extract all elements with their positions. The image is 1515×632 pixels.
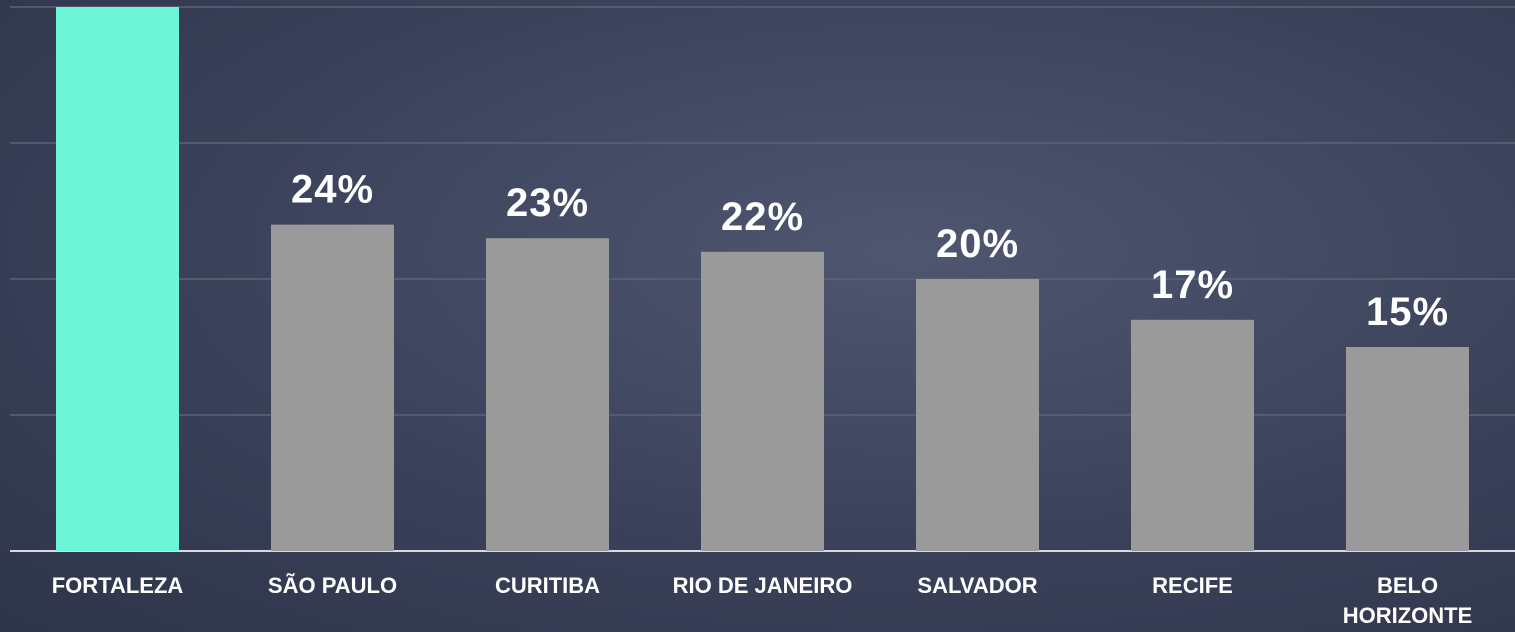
chart: 24% 23% 22% 20% 17% 15% bbox=[0, 0, 1515, 632]
value-label: 20% bbox=[936, 222, 1019, 266]
x-tick-label: BELO HORIZONTE bbox=[1318, 571, 1498, 631]
x-tick-label: FORTALEZA bbox=[28, 571, 208, 601]
bar bbox=[271, 225, 394, 551]
bar bbox=[1346, 347, 1469, 551]
page: 24%23%22%20%17%15% (() => { const data =… bbox=[0, 0, 1515, 632]
value-label: 24% bbox=[291, 168, 374, 212]
value-label: 17% bbox=[1151, 263, 1234, 307]
bar bbox=[701, 252, 824, 551]
bar bbox=[916, 279, 1039, 551]
bar bbox=[56, 7, 179, 551]
x-tick-label: SÃO PAULO bbox=[243, 571, 423, 601]
bar bbox=[1131, 320, 1254, 551]
value-label: 15% bbox=[1366, 290, 1449, 334]
x-tick-label: RIO DE JANEIRO bbox=[673, 571, 853, 601]
x-tick-label: SALVADOR bbox=[888, 571, 1068, 601]
bar bbox=[486, 238, 609, 551]
value-label: 22% bbox=[721, 195, 804, 239]
value-label: 23% bbox=[506, 181, 589, 225]
x-tick-label: RECIFE bbox=[1103, 571, 1283, 601]
x-tick-label: CURITIBA bbox=[458, 571, 638, 601]
